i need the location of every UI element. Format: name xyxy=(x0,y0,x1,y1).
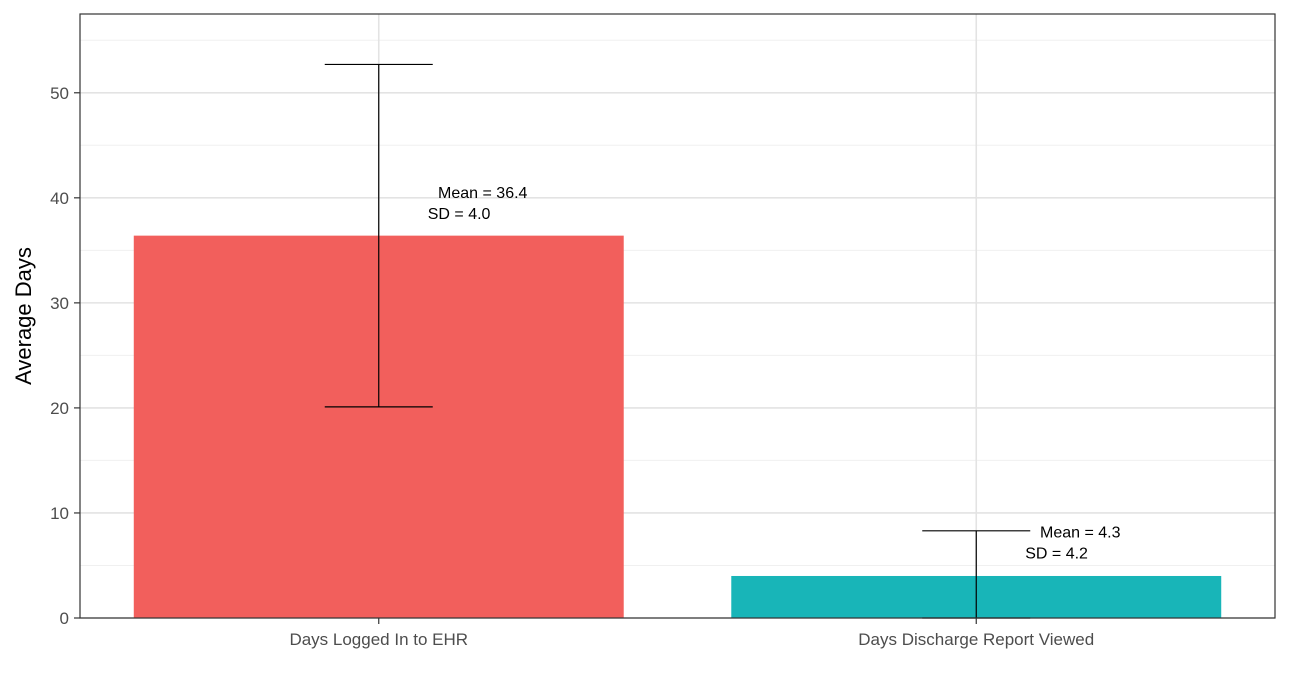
x-axis: Days Logged In to EHR Days Discharge Repo… xyxy=(289,618,1094,649)
x-tick-label: Days Discharge Report Viewed xyxy=(858,630,1094,649)
x-tick-label: Days Logged In to EHR xyxy=(289,630,468,649)
annotation-mean-2: Mean = 4.3 xyxy=(1040,524,1121,541)
y-tick-label: 10 xyxy=(50,504,69,523)
y-axis-title: Average Days xyxy=(11,247,36,385)
y-tick-label: 40 xyxy=(50,189,69,208)
annotation-mean-1: Mean = 36.4 xyxy=(438,185,528,202)
annotations: Mean = 36.4 SD = 4.0 Mean = 4.3 SD = 4.2 xyxy=(428,185,1121,562)
panel-border xyxy=(79,13,1276,619)
y-tick-label: 30 xyxy=(50,294,69,313)
y-tick-label: 50 xyxy=(50,84,69,103)
y-axis: 0 10 20 30 40 50 xyxy=(50,84,80,628)
y-tick-label: 0 xyxy=(60,609,69,628)
annotation-sd-1: SD = 4.0 xyxy=(428,206,491,223)
annotation-sd-2: SD = 4.2 xyxy=(1025,545,1088,562)
y-tick-label: 20 xyxy=(50,399,69,418)
